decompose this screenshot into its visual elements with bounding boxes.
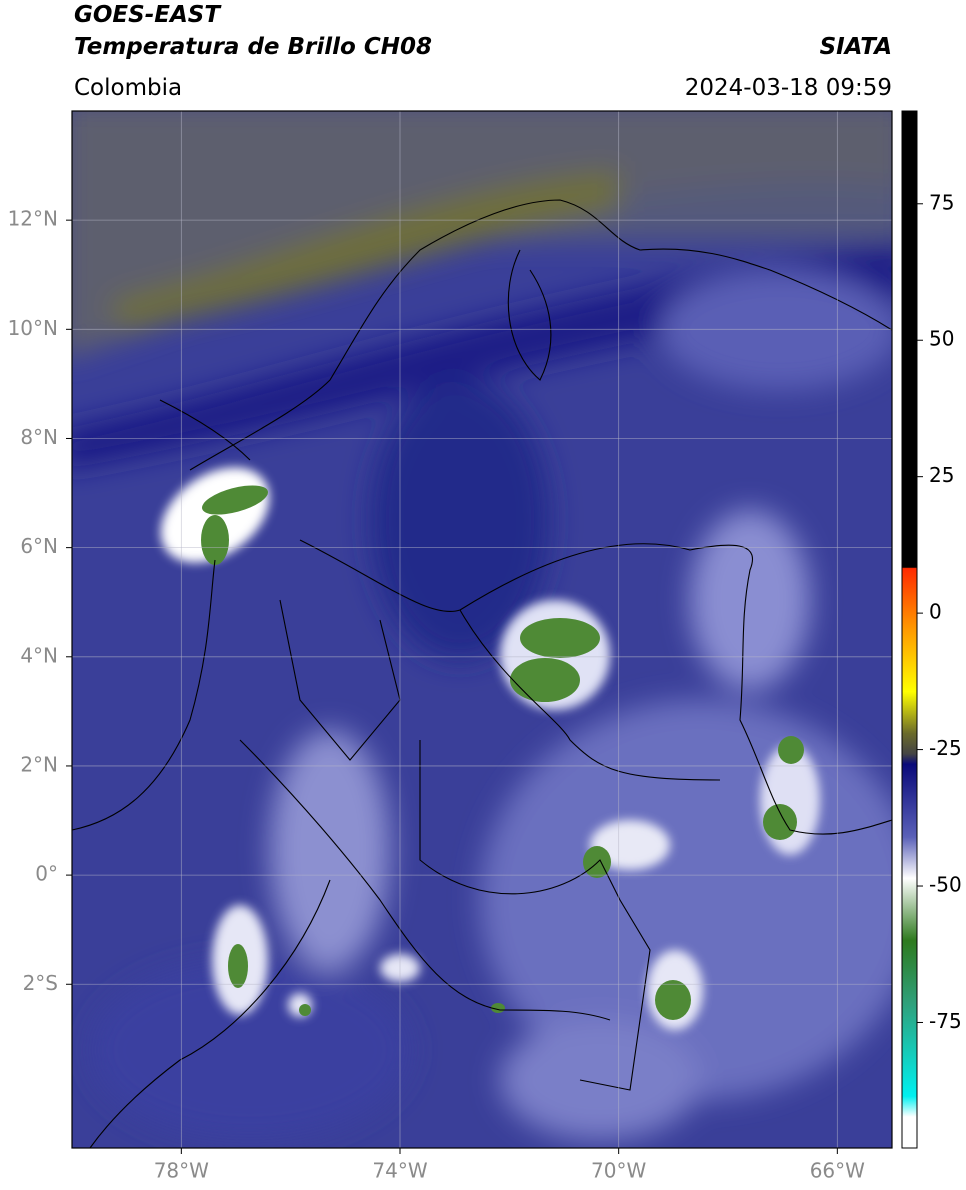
lat-tick-label: 2°N — [20, 752, 58, 776]
title: GOES-EAST — [74, 2, 222, 28]
lon-tick-label: 74°W — [372, 1159, 427, 1183]
borders — [72, 199, 892, 1148]
region: Colombia — [74, 75, 182, 101]
lon-tick-label: 78°W — [154, 1159, 209, 1183]
colorbar — [901, 110, 918, 1149]
colorbar-tick-label: -75 — [929, 1009, 962, 1033]
lat-tick-label: 0° — [35, 862, 58, 886]
colorbar-tick-label: 75 — [929, 190, 954, 214]
lat-tick-label: 6°N — [20, 534, 58, 558]
datetime: 2024-03-18 09:59 — [685, 75, 892, 101]
map-frame — [71, 110, 893, 1149]
lat-tick-label: 4°N — [20, 643, 58, 667]
satellite-image — [72, 111, 892, 1148]
colorbar-tick-label: 50 — [929, 327, 954, 351]
lat-tick-label: 12°N — [8, 207, 58, 231]
graticule — [72, 111, 892, 1148]
colorbar-tick-label: -25 — [929, 736, 962, 760]
lon-tick-label: 70°W — [591, 1159, 646, 1183]
lat-tick-label: 10°N — [8, 316, 58, 340]
lat-tick-label: 8°N — [20, 425, 58, 449]
source: SIATA — [820, 34, 892, 60]
colorbar-tick-label: -50 — [929, 873, 962, 897]
colorbar-tick-label: 25 — [929, 463, 954, 487]
title: Temperatura de Brillo CH08 — [74, 34, 432, 60]
colorbar-tick-label: 0 — [929, 600, 942, 624]
lon-tick-label: 66°W — [810, 1159, 865, 1183]
lat-tick-label: 2°S — [23, 971, 58, 995]
